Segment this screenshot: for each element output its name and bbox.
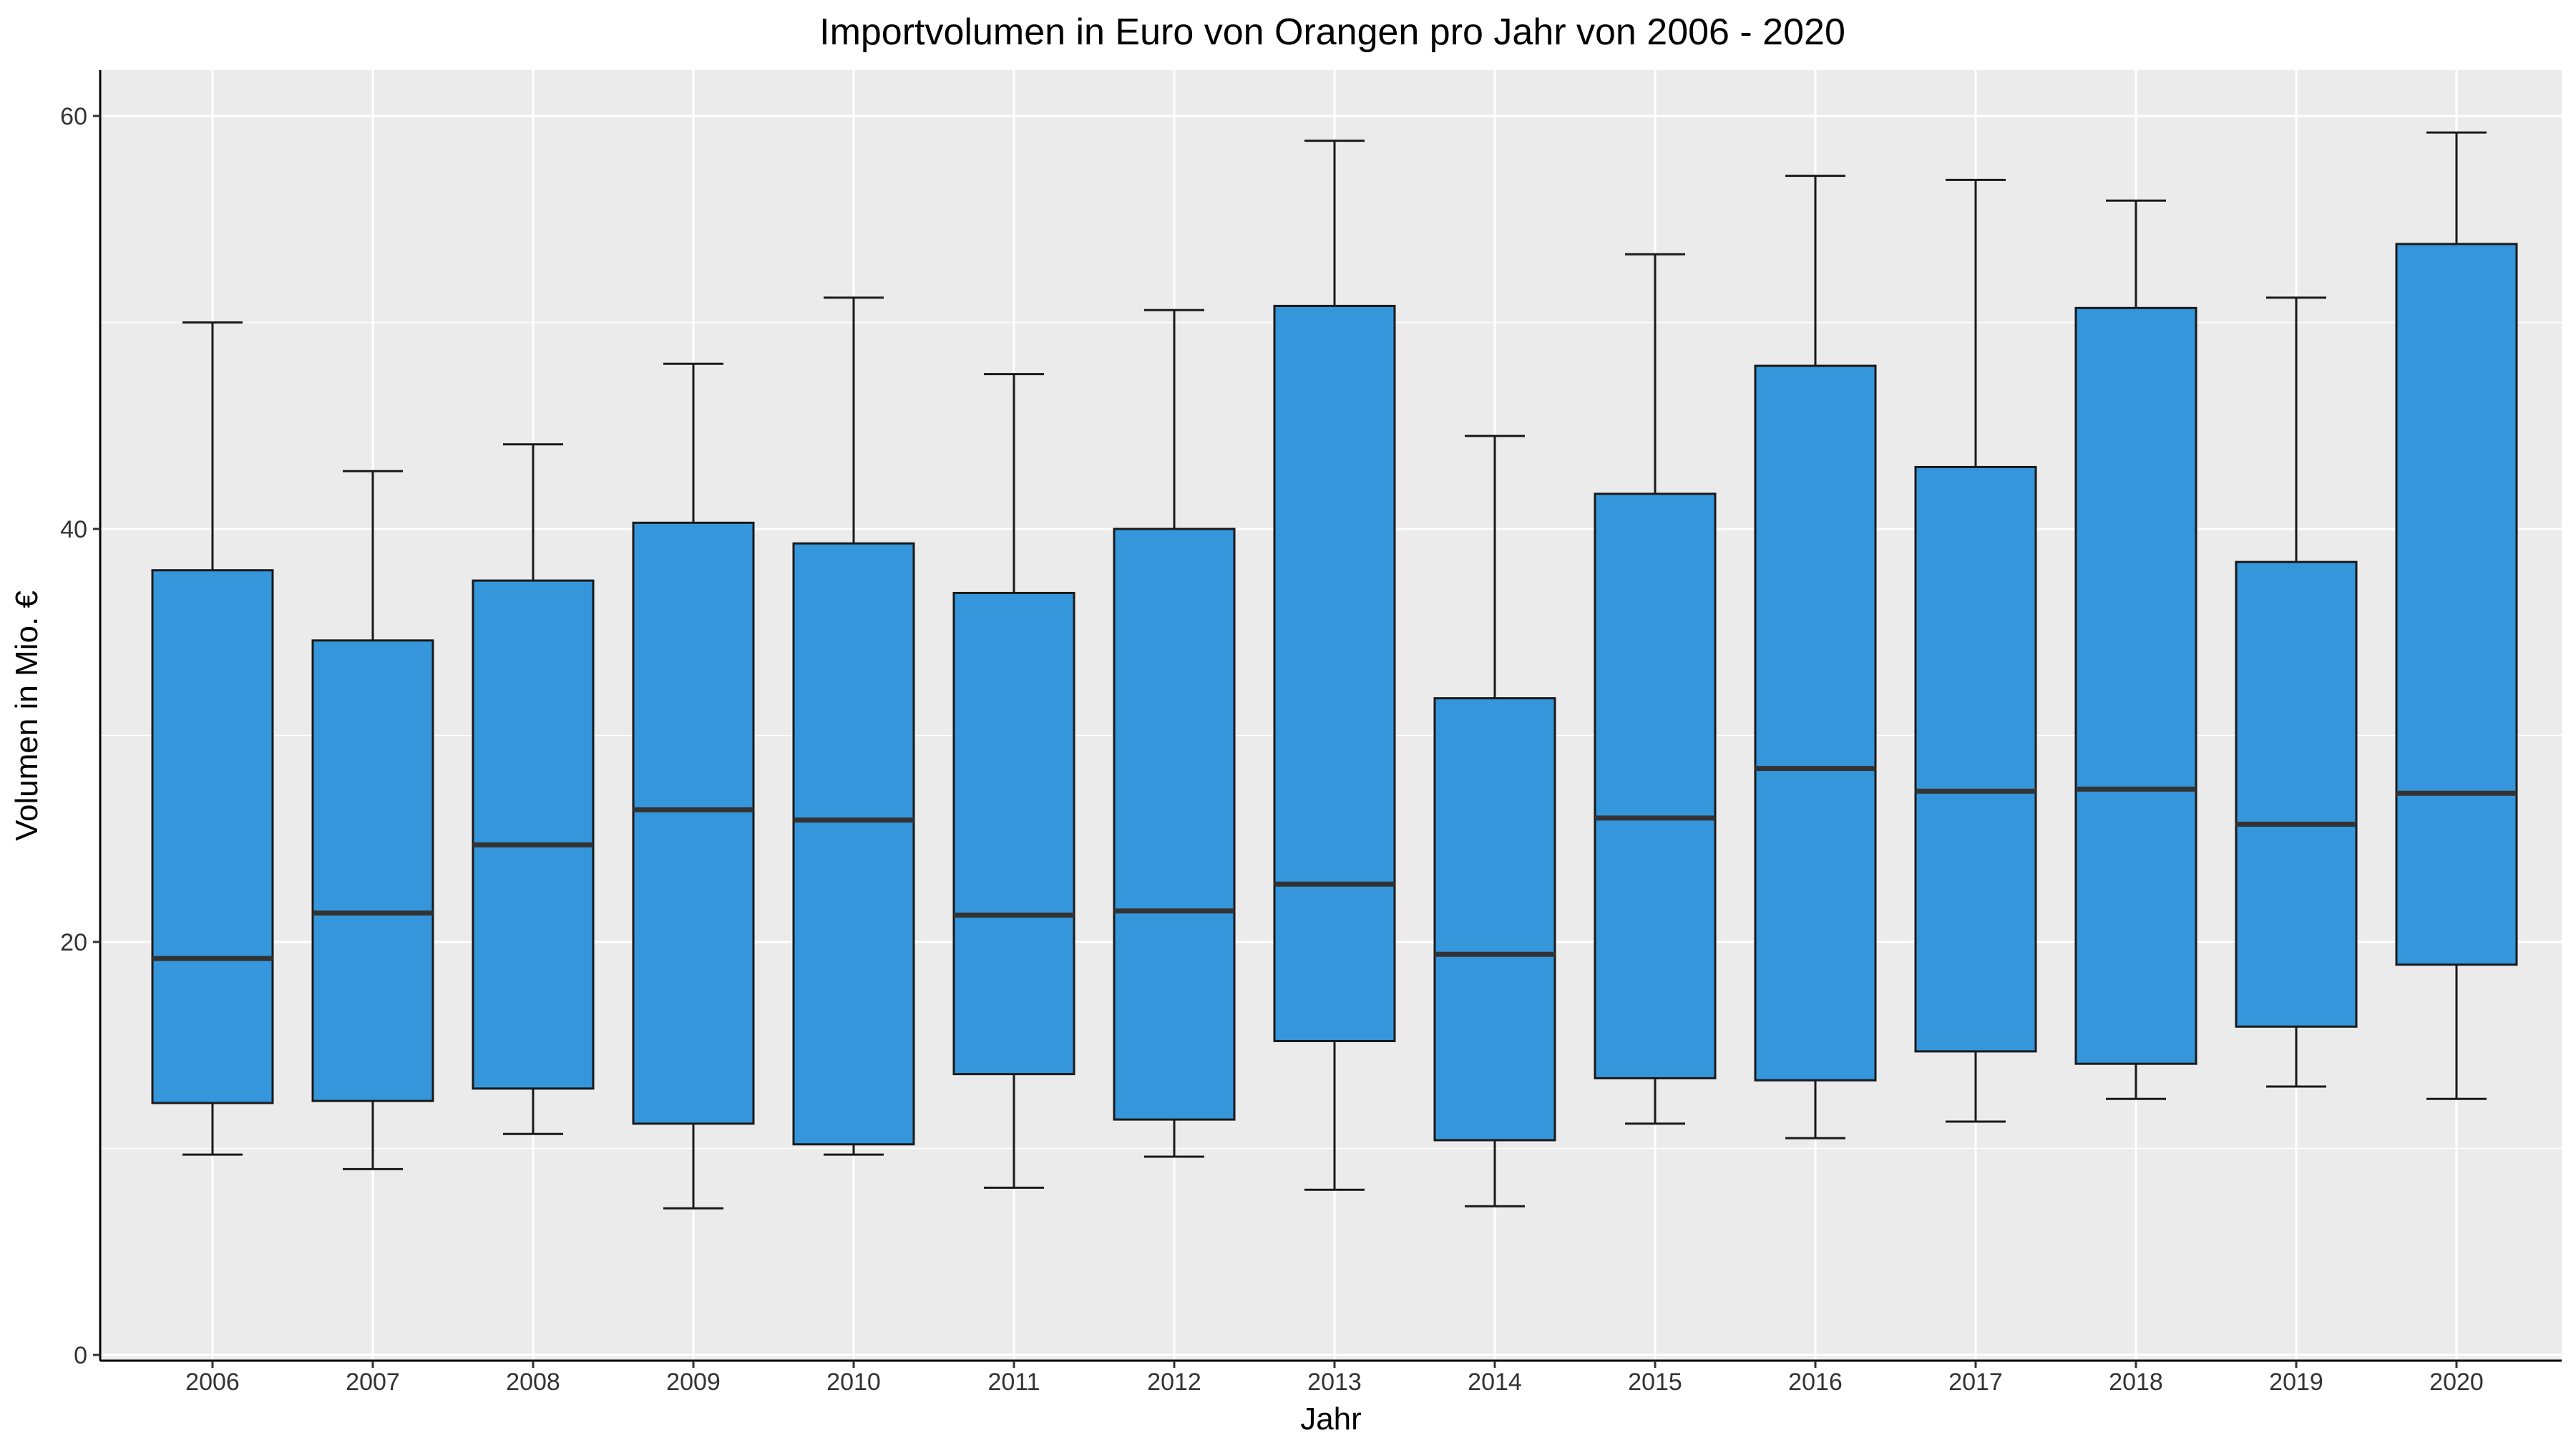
box-iqr	[2235, 560, 2358, 1028]
box-iqr	[472, 579, 595, 1090]
box-2016	[1754, 175, 1877, 1139]
x-axis-ticks: 2006 2007 2008 2009 2010 2011 2012 2013 2014 2015…	[185, 1361, 2484, 1396]
box-iqr	[792, 542, 915, 1146]
box-iqr	[1914, 465, 2037, 1053]
box-2010	[792, 296, 915, 1156]
box-2011	[952, 373, 1075, 1189]
box-iqr	[632, 521, 755, 1125]
box-2013	[1273, 140, 1396, 1191]
y-axis-label: Volumen in Mio. €	[9, 591, 44, 841]
box-iqr	[151, 569, 274, 1104]
box-2020	[2395, 131, 2518, 1100]
x-tick-label: 2007	[346, 1369, 400, 1396]
box-iqr	[1433, 697, 1556, 1142]
box-2014	[1433, 434, 1556, 1207]
x-tick-label: 2017	[1948, 1369, 2003, 1396]
y-tick-label: 40	[60, 516, 87, 543]
box-2019	[2235, 296, 2358, 1088]
box-2009	[632, 362, 755, 1210]
y-tick-label: 20	[60, 929, 87, 956]
box-2006	[151, 321, 274, 1156]
box-series	[151, 131, 2518, 1210]
box-iqr	[1594, 492, 1717, 1079]
box-2018	[2074, 199, 2197, 1100]
x-tick-label: 2014	[1468, 1369, 1522, 1396]
x-tick-label: 2015	[1628, 1369, 1682, 1396]
x-tick-label: 2011	[987, 1369, 1040, 1396]
box-iqr	[1273, 304, 1396, 1042]
y-axis-ticks: 0 20 40 60	[60, 103, 100, 1369]
box-iqr	[952, 591, 1075, 1076]
x-tick-label: 2012	[1147, 1369, 1201, 1396]
x-tick-label: 2008	[506, 1369, 560, 1396]
y-tick-label: 60	[60, 103, 87, 130]
x-tick-label: 2006	[185, 1369, 240, 1396]
x-tick-label: 2019	[2269, 1369, 2323, 1396]
x-tick-label: 2009	[666, 1369, 721, 1396]
box-iqr	[1113, 528, 1236, 1121]
box-iqr	[2074, 306, 2197, 1065]
box-2008	[472, 443, 595, 1135]
x-tick-label: 2016	[1788, 1369, 1843, 1396]
box-2012	[1113, 308, 1236, 1158]
box-2015	[1594, 253, 1717, 1125]
box-iqr	[2395, 243, 2518, 966]
x-tick-label: 2013	[1307, 1369, 1362, 1396]
x-tick-label: 2010	[826, 1369, 881, 1396]
x-tick-label: 2018	[2109, 1369, 2163, 1396]
y-tick-label: 0	[74, 1342, 87, 1369]
x-axis-label: Jahr	[1300, 1401, 1362, 1437]
box-2017	[1914, 178, 2037, 1123]
chart-title: Importvolumen in Euro von Orangen pro Ja…	[819, 11, 1845, 53]
box-iqr	[311, 639, 434, 1102]
x-tick-label: 2020	[2429, 1369, 2484, 1396]
box-iqr	[1754, 364, 1877, 1082]
box-2007	[311, 470, 434, 1170]
